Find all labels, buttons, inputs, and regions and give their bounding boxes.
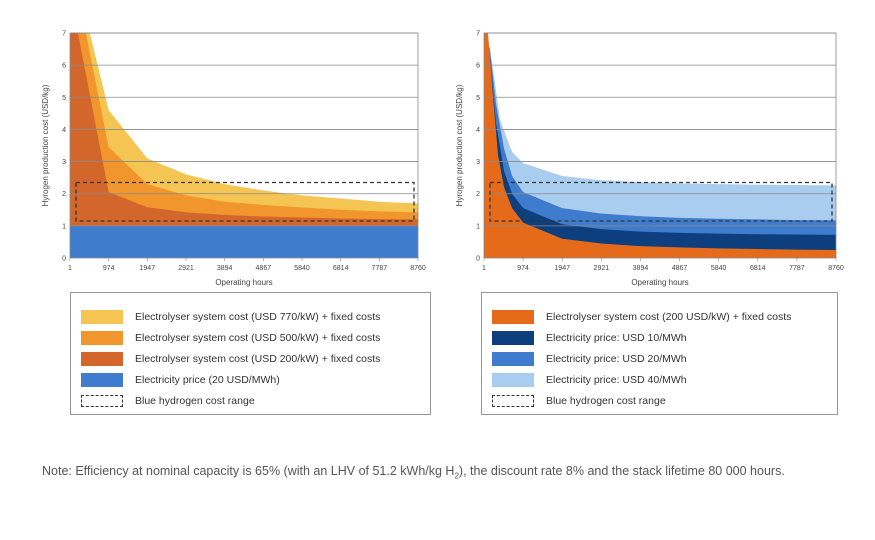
legend-label: Electricity price (20 USD/MWh) xyxy=(135,374,280,386)
x-tick-label: 974 xyxy=(517,265,529,272)
y-tick-label: 2 xyxy=(62,191,66,198)
series-area-1 xyxy=(484,33,836,258)
y-axis-title: Hyrogen production cost (USD/kg) xyxy=(455,84,464,206)
legend-swatch xyxy=(492,310,534,324)
series-area-2 xyxy=(70,33,418,258)
legend-swatch xyxy=(492,395,534,407)
x-tick-label: 2921 xyxy=(178,265,194,272)
legend-swatch xyxy=(492,352,534,366)
y-tick-label: 5 xyxy=(62,95,66,102)
legend-label: Electrolyser system cost (USD 200/kW) + … xyxy=(135,353,381,365)
y-axis-title: Hyrogen production cost (USD/kg) xyxy=(41,84,50,206)
legend-item: Blue hydrogen cost range xyxy=(492,393,666,409)
x-tick-label: 1947 xyxy=(554,265,570,272)
x-tick-label: 1 xyxy=(482,265,486,272)
legend-label: Blue hydrogen cost range xyxy=(546,395,666,407)
legend-item: Blue hydrogen cost range xyxy=(81,393,255,409)
legend-swatch xyxy=(81,352,123,366)
series-area-4 xyxy=(70,225,418,258)
legend-label: Electrolyser system cost (USD 770/kW) + … xyxy=(135,311,381,323)
legend-right: Electrolyser system cost (200 USD/kW) + … xyxy=(481,292,838,415)
blue-hydrogen-range-box xyxy=(75,181,415,222)
legend-item: Electrolyser system cost (200 USD/kW) + … xyxy=(492,309,791,325)
plot-frame xyxy=(483,32,837,259)
x-tick-label: 8760 xyxy=(410,265,426,272)
x-tick-label: 3894 xyxy=(217,265,233,272)
legend-swatch xyxy=(81,373,123,387)
x-tick-label: 4867 xyxy=(672,265,688,272)
legend-item: Electricity price: USD 20/MWh xyxy=(492,351,687,367)
x-tick-label: 2921 xyxy=(594,265,610,272)
y-tick-label: 0 xyxy=(62,256,66,263)
legend-swatch xyxy=(81,395,123,407)
y-tick-label: 3 xyxy=(476,159,480,166)
legend-label: Electricity price: USD 20/MWh xyxy=(546,353,687,365)
x-tick-label: 3894 xyxy=(633,265,649,272)
x-tick-label: 6814 xyxy=(750,265,766,272)
y-tick-label: 5 xyxy=(476,95,480,102)
legend-swatch xyxy=(81,331,123,345)
legend-swatch xyxy=(492,373,534,387)
y-tick-label: 7 xyxy=(476,31,480,38)
legend-label: Electrolyser system cost (USD 500/kW) + … xyxy=(135,332,381,344)
y-tick-label: 2 xyxy=(476,191,480,198)
series-area-4 xyxy=(484,33,836,258)
legend-label: Electrolyser system cost (200 USD/kW) + … xyxy=(546,311,792,323)
footnote-text-b: ), the discount rate 8% and the stack li… xyxy=(458,464,785,478)
legend-swatch xyxy=(81,310,123,324)
x-tick-label: 8760 xyxy=(828,265,844,272)
legend-label: Blue hydrogen cost range xyxy=(135,395,255,407)
x-tick-label: 7787 xyxy=(789,265,805,272)
legend-item: Electricity price: USD 40/MWh xyxy=(492,372,687,388)
x-tick-label: 974 xyxy=(103,265,115,272)
footnote-subscript: 2 xyxy=(454,471,459,481)
x-tick-label: 7787 xyxy=(372,265,388,272)
legend-item: Electrolyser system cost (USD 500/kW) + … xyxy=(81,330,380,346)
x-tick-label: 4867 xyxy=(256,265,272,272)
legend-item: Electrolyser system cost (USD 200/kW) + … xyxy=(81,351,380,367)
y-tick-label: 6 xyxy=(62,63,66,70)
legend-label: Electricity price: USD 40/MWh xyxy=(546,374,687,386)
legend-left: Electrolyser system cost (USD 770/kW) + … xyxy=(70,292,431,415)
x-tick-label: 1947 xyxy=(140,265,156,272)
legend-item: Electricity price (20 USD/MWh) xyxy=(81,372,280,388)
y-tick-label: 4 xyxy=(476,127,480,134)
blue-hydrogen-range-box xyxy=(489,181,833,222)
footnote: Note: Efficiency at nominal capacity is … xyxy=(42,462,822,486)
plot-frame xyxy=(69,32,419,259)
x-axis-title: Operating hours xyxy=(215,278,272,287)
legend-item: Electricity price: USD 10/MWh xyxy=(492,330,687,346)
footnote-text-a: Note: Efficiency at nominal capacity is … xyxy=(42,464,455,478)
legend-swatch xyxy=(492,331,534,345)
legend-item: Electrolyser system cost (USD 770/kW) + … xyxy=(81,309,380,325)
legend-label: Electricity price: USD 10/MWh xyxy=(546,332,687,344)
x-tick-label: 1 xyxy=(68,265,72,272)
y-tick-label: 1 xyxy=(62,223,66,230)
x-tick-label: 5840 xyxy=(294,265,310,272)
y-tick-label: 3 xyxy=(62,159,66,166)
x-tick-label: 6814 xyxy=(333,265,349,272)
y-tick-label: 6 xyxy=(476,63,480,70)
y-tick-label: 1 xyxy=(476,223,480,230)
y-tick-label: 0 xyxy=(476,256,480,263)
x-axis-title: Operating hours xyxy=(631,278,688,287)
x-tick-label: 5840 xyxy=(711,265,727,272)
y-tick-label: 7 xyxy=(62,31,66,38)
y-tick-label: 4 xyxy=(62,127,66,134)
